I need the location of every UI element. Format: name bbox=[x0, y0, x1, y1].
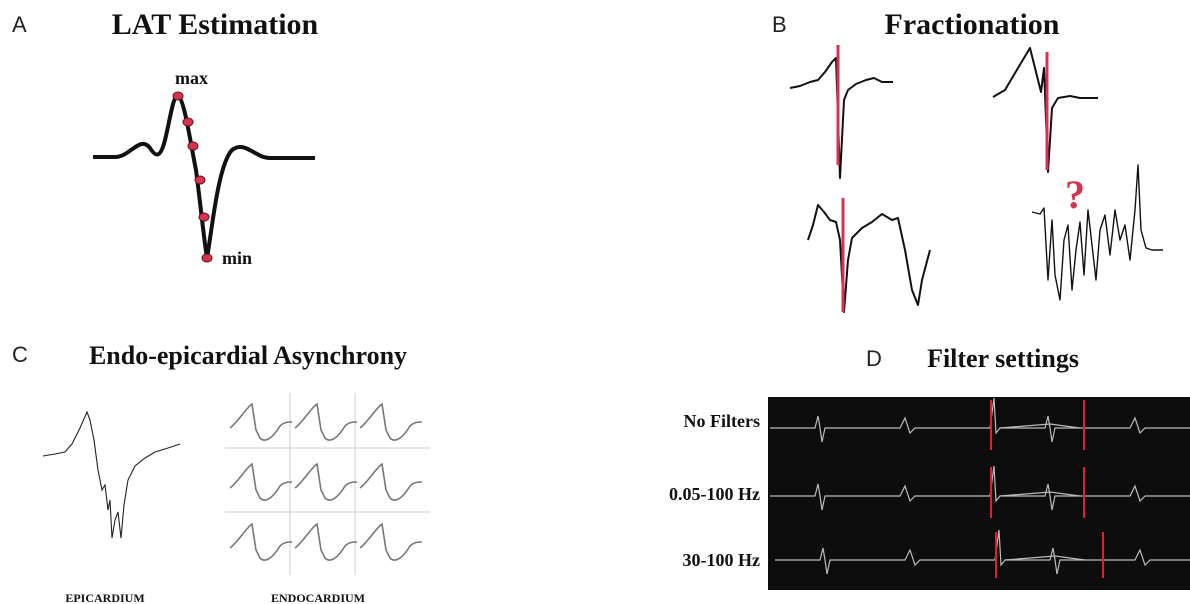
endo-grid bbox=[225, 393, 430, 575]
panel-letter: D bbox=[866, 346, 882, 371]
label: ENDOCARDIUM bbox=[271, 591, 365, 604]
panel-title: Fractionation bbox=[885, 8, 1060, 41]
traces bbox=[789, 45, 1163, 313]
annotation: ? bbox=[1065, 172, 1085, 217]
label: max bbox=[175, 68, 208, 88]
panel-title: LAT Estimation bbox=[112, 8, 319, 41]
panel-title: Endo-epicardial Asynchrony bbox=[89, 341, 407, 370]
row-label: 0.05-100 Hz bbox=[669, 484, 760, 504]
signal-panel bbox=[768, 397, 1190, 590]
row-label: No Filters bbox=[684, 411, 760, 431]
label: EPICARDIUM bbox=[65, 591, 144, 604]
epicardium-trace bbox=[42, 410, 181, 539]
sample-dots bbox=[172, 91, 213, 263]
panel-letter: C bbox=[12, 342, 28, 367]
panel-letter: B bbox=[772, 12, 787, 37]
panel-title: Filter settings bbox=[927, 344, 1079, 373]
label: min bbox=[222, 248, 252, 268]
row-label: 30-100 Hz bbox=[683, 550, 760, 570]
filter-traces bbox=[769, 397, 1190, 578]
panel-letter: A bbox=[12, 12, 27, 37]
